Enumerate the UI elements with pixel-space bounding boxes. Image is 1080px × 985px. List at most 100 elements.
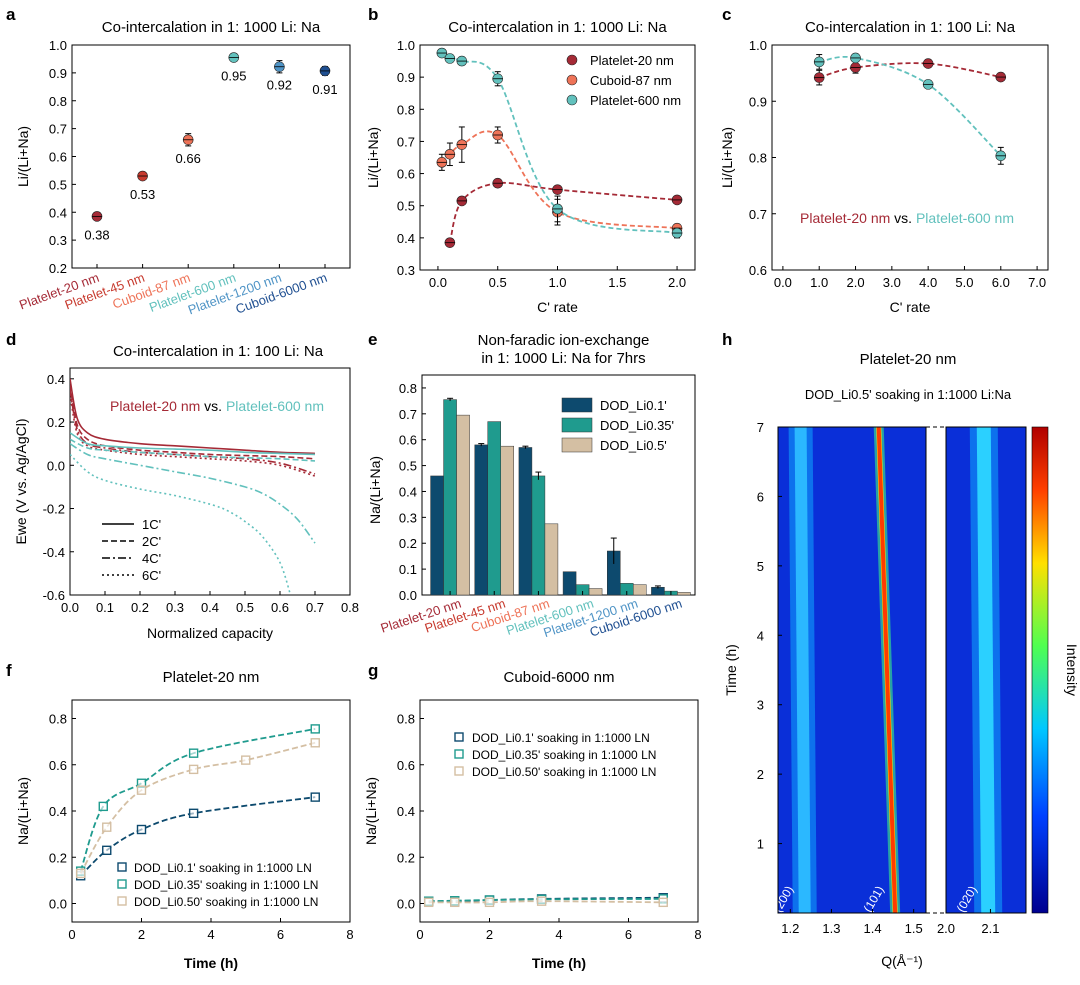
data-point bbox=[450, 897, 460, 908]
y-tick-label: 3 bbox=[757, 698, 764, 713]
bar bbox=[518, 447, 533, 596]
heatmap-peak bbox=[794, 427, 811, 913]
x-tick-label: 0.5 bbox=[236, 600, 254, 615]
y-tick-label: 0.0 bbox=[47, 458, 65, 473]
chart-title: Platelet-20 nm bbox=[163, 669, 260, 686]
plot-frame bbox=[771, 44, 1049, 271]
legend-swatch bbox=[561, 437, 593, 453]
x-tick-label: 0.0 bbox=[774, 275, 792, 290]
legend-swatch bbox=[561, 397, 593, 413]
fit-curve bbox=[79, 741, 316, 874]
y-tick-label: 0.2 bbox=[399, 536, 417, 551]
annotation-right: Platelet-600 nm bbox=[226, 398, 324, 414]
x-tick-label: 0.3 bbox=[166, 600, 184, 615]
x-axis-label: Normalized capacity bbox=[147, 625, 273, 641]
legend-label: Cuboid-87 nm bbox=[590, 73, 672, 88]
y-tick-label: 0.6 bbox=[749, 263, 767, 278]
y-tick-label: 0.7 bbox=[397, 134, 415, 149]
y-tick-label: 0.6 bbox=[397, 167, 415, 182]
y-tick-label: 0.7 bbox=[49, 122, 67, 137]
x-tick-label: 4 bbox=[207, 927, 214, 942]
y-tick-label: 0.2 bbox=[49, 850, 67, 865]
heatmap-frame-right bbox=[945, 426, 1027, 914]
chart-subtitle: DOD_Li0.5' soaking in 1:1000 Li:Na bbox=[805, 387, 1012, 402]
y-tick-label: 0.6 bbox=[49, 758, 67, 773]
legend-label: DOD_Li0.1' bbox=[600, 398, 667, 413]
y-tick-label: 0.5 bbox=[397, 199, 415, 214]
legend-label: DOD_Li0.35' soaking in 1:1000 LN bbox=[472, 748, 656, 762]
x-tick-label: 6 bbox=[625, 927, 632, 942]
x-axis-label: C' rate bbox=[890, 299, 931, 315]
heatmap-frame-left bbox=[777, 426, 927, 914]
bar bbox=[500, 445, 514, 596]
x-tick-label: 8 bbox=[346, 927, 353, 942]
x-axis-label: Time (h) bbox=[532, 955, 586, 971]
data-point bbox=[102, 845, 112, 856]
legend-marker bbox=[566, 74, 578, 86]
x-axis-label: C' rate bbox=[537, 299, 578, 315]
y-tick-label: 1.0 bbox=[49, 38, 67, 53]
y-tick-label: 0.4 bbox=[399, 484, 417, 499]
panel-b: Co-intercalation in 1: 1000 Li: Na 0.3 0.4… bbox=[365, 19, 696, 315]
voltage-curve bbox=[70, 389, 316, 475]
legend-label: 6C' bbox=[142, 568, 161, 583]
bar bbox=[562, 571, 577, 596]
y-tick-label: 0.8 bbox=[397, 712, 415, 727]
voltage-curve bbox=[70, 385, 316, 460]
data-point bbox=[241, 755, 251, 765]
data-label: 0.53 bbox=[130, 187, 155, 202]
panel-letter: f bbox=[6, 661, 12, 680]
annotation: Platelet-20 nm vs. Platelet-600 nm bbox=[800, 210, 1014, 226]
y-tick-label: 0.6 bbox=[399, 433, 417, 448]
x-tick-label: 2.0 bbox=[937, 921, 955, 936]
data-point bbox=[188, 808, 199, 819]
x-tick-label: 2.1 bbox=[981, 921, 999, 936]
x-tick-label: 5.0 bbox=[955, 275, 973, 290]
x-tick-label: 0.7 bbox=[306, 600, 324, 615]
y-tick-label: 0.5 bbox=[399, 459, 417, 474]
data-point bbox=[188, 764, 199, 775]
x-tick-label: 8 bbox=[694, 927, 701, 942]
fit-curve bbox=[80, 796, 316, 877]
x-tick-label: 2 bbox=[138, 927, 145, 942]
fit-curve bbox=[819, 55, 1002, 157]
x-tick-label: 0 bbox=[68, 927, 75, 942]
y-tick-label: 0.5 bbox=[49, 177, 67, 192]
data-point bbox=[310, 724, 320, 734]
y-tick-label: 0.2 bbox=[49, 261, 67, 276]
fit-curve bbox=[818, 62, 1001, 79]
legend-label: DOD_Li0.35' soaking in 1:1000 LN bbox=[134, 878, 318, 892]
x-tick-label: 0 bbox=[416, 927, 423, 942]
annotation-left: Platelet-20 nm bbox=[110, 398, 200, 414]
data-point bbox=[136, 824, 147, 835]
bar bbox=[443, 399, 457, 596]
y-tick-label: 2 bbox=[757, 767, 764, 782]
x-tick-label: 0.5 bbox=[489, 275, 507, 290]
x-tick-label: 3.0 bbox=[883, 275, 901, 290]
x-tick-label: 1.5 bbox=[608, 275, 626, 290]
annotation-right: Platelet-600 nm bbox=[916, 210, 1014, 226]
y-tick-label: 0.9 bbox=[397, 70, 415, 85]
y-tick-label: -0.2 bbox=[43, 502, 65, 517]
panel-letter: e bbox=[368, 330, 377, 349]
panel-c: Co-intercalation in 1: 100 Li: Na 0.6 0.7 0… bbox=[719, 19, 1049, 315]
legend-marker bbox=[117, 862, 127, 872]
y-tick-label: 0.3 bbox=[399, 510, 417, 525]
data-point bbox=[658, 897, 668, 908]
voltage-curve bbox=[70, 438, 316, 462]
data-point bbox=[102, 822, 112, 832]
legend-label: DOD_Li0.1' soaking in 1:1000 LN bbox=[134, 861, 312, 875]
data-point bbox=[98, 801, 108, 812]
x-tick-label: 0.1 bbox=[96, 600, 114, 615]
legend-label: DOD_Li0.5' bbox=[600, 438, 667, 453]
chart-title: Co-intercalation in 1: 100 Li: Na bbox=[805, 19, 1016, 36]
bar bbox=[474, 444, 488, 596]
data-point bbox=[536, 896, 547, 906]
fit-curve bbox=[449, 181, 678, 243]
panel-letter: d bbox=[6, 330, 16, 349]
bar bbox=[531, 475, 546, 596]
x-tick-label: 4.0 bbox=[919, 275, 937, 290]
bar bbox=[456, 414, 470, 596]
bar bbox=[677, 592, 691, 596]
data-point bbox=[310, 738, 320, 748]
